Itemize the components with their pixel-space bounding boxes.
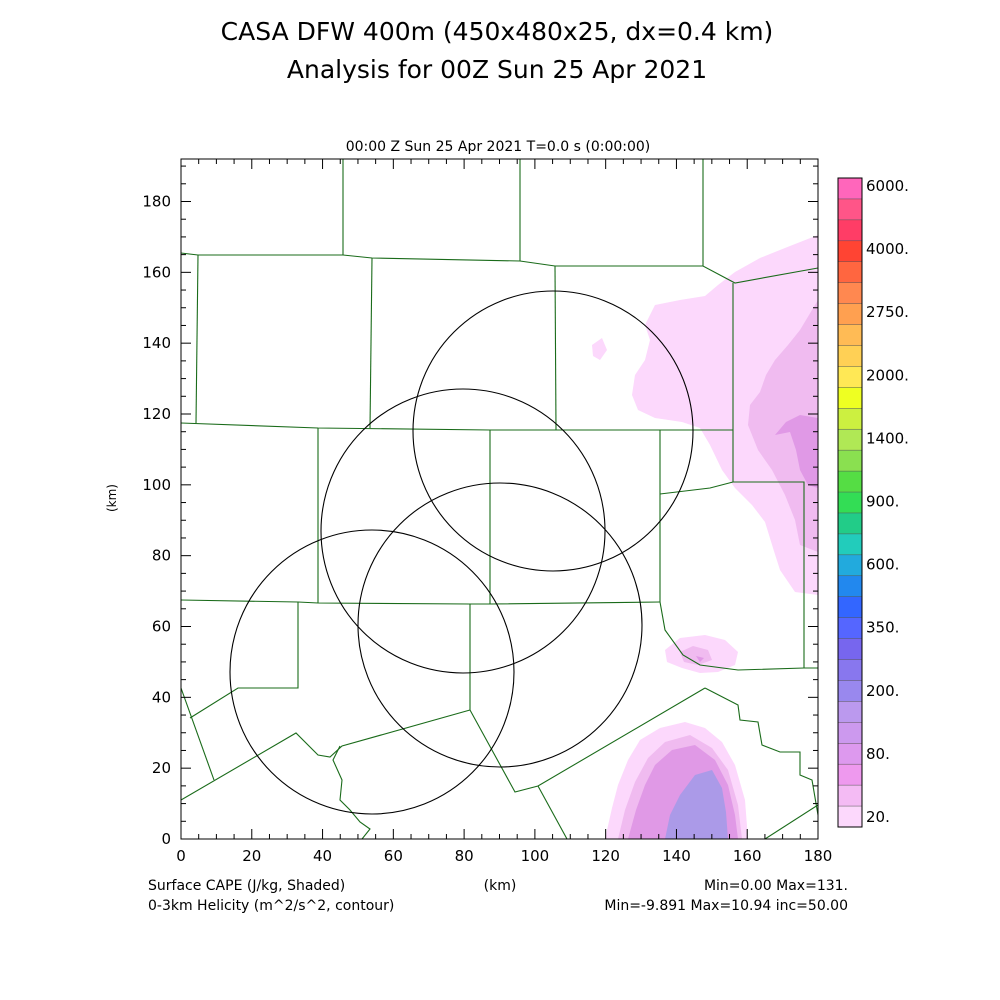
y-tick-label: 20: [152, 759, 171, 777]
colorbar-swatch: [838, 450, 862, 472]
colorbar-label: 6000.: [866, 177, 909, 195]
colorbar-label: 350.: [866, 619, 899, 637]
colorbar-swatch: [838, 785, 862, 807]
colorbar-swatch: [838, 387, 862, 409]
colorbar-swatch: [838, 596, 862, 618]
colorbar-swatch: [838, 743, 862, 765]
y-tick-label: 100: [142, 476, 171, 494]
colorbar-swatch: [838, 638, 862, 660]
colorbar-label: 2000.: [866, 366, 909, 384]
colorbar-swatch: [838, 303, 862, 325]
x-tick-label: 0: [176, 847, 186, 865]
x-axis-label: (km): [484, 878, 517, 894]
title-line-2: Analysis for 00Z Sun 25 Apr 2021: [287, 55, 707, 84]
colorbar-swatch: [838, 512, 862, 535]
colorbar-swatch: [838, 701, 862, 723]
x-tick-label: 140: [662, 847, 691, 865]
colorbar-swatch: [838, 471, 862, 493]
colorbar-label: 20.: [866, 808, 890, 826]
colorbar-frame: [837, 177, 863, 828]
x-tick-label: 40: [313, 847, 332, 865]
footer-shaded-field: Surface CAPE (J/kg, Shaded): [148, 878, 345, 894]
radar-ring-3: [229, 529, 515, 815]
y-tick-label: 80: [152, 547, 171, 565]
colorbar-swatch: [838, 429, 862, 451]
colorbar-swatch: [838, 408, 862, 430]
colorbar-swatch: [838, 617, 862, 639]
radar-ring-1: [412, 290, 694, 572]
colorbar-swatch: [838, 554, 862, 577]
colorbar-label: 600.: [866, 556, 899, 574]
colorbar-swatch: [838, 680, 862, 702]
y-tick-label: 0: [161, 830, 171, 848]
footer-shaded-minmax: Min=0.00 Max=131.: [704, 878, 848, 894]
colorbar: 6000. 4000. 2750. 2000. 1400. 900. 600. 350. 200…: [837, 177, 909, 828]
colorbar-swatch: [838, 806, 862, 828]
x-tick-label: 160: [733, 847, 762, 865]
cape-shade-northeast: [592, 235, 818, 595]
cape-shade-middle: [665, 635, 738, 673]
x-tick-label: 100: [521, 847, 550, 865]
title-line-1: CASA DFW 400m (450x480x25, dx=0.4 km): [221, 17, 774, 46]
y-tick-label: 160: [142, 263, 171, 281]
x-tick-label: 120: [591, 847, 620, 865]
colorbar-swatch: [838, 219, 862, 242]
y-tick-label: 60: [152, 618, 171, 636]
colorbar-swatch: [838, 722, 862, 744]
colorbar-label: 200.: [866, 682, 899, 700]
colorbar-label: 80.: [866, 745, 890, 763]
colorbar-swatch: [838, 324, 862, 346]
colorbar-swatch: [838, 659, 862, 681]
colorbar-swatch: [838, 198, 862, 221]
footer-contour-minmax: Min=-9.891 Max=10.94 inc=50.00: [604, 898, 848, 914]
colorbar-swatch: [838, 282, 862, 304]
y-tick-label: 40: [152, 688, 171, 706]
x-tick-label: 180: [804, 847, 833, 865]
x-tick-label: 80: [455, 847, 474, 865]
y-tick-label: 140: [142, 334, 171, 352]
y-axis-label: (km): [105, 484, 119, 512]
colorbar-label: 900.: [866, 493, 899, 511]
radar-ring-2: [320, 388, 606, 674]
cape-shade-south: [605, 722, 748, 839]
footer-contour-field: 0-3km Helicity (m^2/s^2, contour): [148, 898, 394, 914]
colorbar-swatch: [838, 492, 862, 514]
colorbar-label: 2750.: [866, 303, 909, 321]
county-lines: [181, 159, 818, 839]
colorbar-label: 1400.: [866, 429, 909, 447]
plot-area: [181, 159, 818, 839]
x-tick-label: 20: [242, 847, 261, 865]
radar-ring-4: [357, 482, 643, 768]
radar-rings: [229, 290, 694, 815]
x-tick-label: 60: [384, 847, 403, 865]
colorbar-swatch: [838, 240, 862, 263]
x-axis: 0 20 40 60 80 100 120 140 160 180: [176, 159, 832, 865]
colorbar-swatch: [838, 366, 862, 388]
colorbar-swatch: [838, 764, 862, 786]
plot-subtitle: 00:00 Z Sun 25 Apr 2021 T=0.0 s (0:00:00…: [346, 139, 651, 155]
y-tick-label: 180: [142, 193, 171, 211]
colorbar-swatch: [838, 261, 862, 283]
y-tick-label: 120: [142, 405, 171, 423]
colorbar-swatch: [838, 575, 862, 598]
y-axis: 0 20 40 60 80 100 120 140 160 180: [142, 165, 818, 848]
colorbar-swatch: [838, 178, 862, 200]
colorbar-label: 4000.: [866, 240, 909, 258]
colorbar-swatch: [838, 345, 862, 367]
colorbar-swatch: [838, 533, 862, 556]
